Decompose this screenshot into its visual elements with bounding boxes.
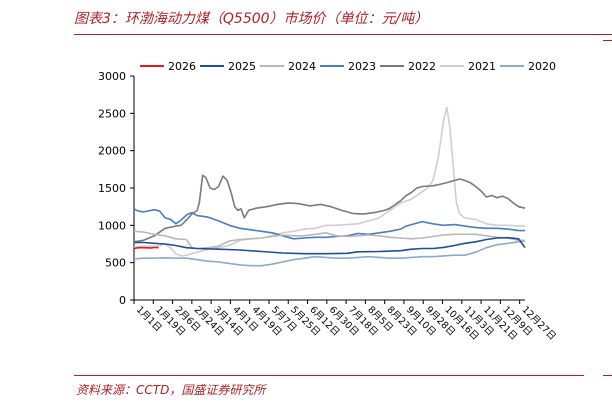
series-line-2020 — [133, 240, 526, 267]
y-tick-label: 1000 — [98, 219, 126, 232]
source-divider-tail — [603, 375, 612, 376]
series-line-2025 — [134, 236, 526, 255]
y-tick-label: 0 — [119, 294, 126, 307]
legend-label-2023: 2023 — [348, 60, 376, 73]
series-line-2021 — [133, 106, 525, 257]
chart-axes: 0500100015002000250030001月1日1月19日2月6日2月2… — [98, 70, 558, 343]
y-tick-label: 1500 — [98, 182, 126, 195]
title-divider-tail — [603, 40, 612, 41]
series-line-2026 — [133, 246, 159, 250]
title-divider — [74, 34, 612, 35]
source-divider — [74, 375, 584, 376]
chart-series — [133, 106, 526, 267]
y-tick-label: 2000 — [98, 145, 126, 158]
y-tick-label: 500 — [105, 257, 126, 270]
series-line-2024 — [133, 230, 525, 250]
legend-label-2020: 2020 — [528, 60, 556, 73]
series-line-2023 — [133, 208, 525, 240]
legend-label-2026: 2026 — [168, 60, 196, 73]
figure-title: 图表3：环渤海动力煤（Q5500）市场价（单位：元/吨） — [74, 11, 429, 27]
legend-label-2025: 2025 — [228, 60, 256, 73]
legend-label-2022: 2022 — [408, 60, 436, 73]
chart-legend: 2026 2025 2024 2023 2022 2021 2020 — [140, 60, 556, 73]
y-tick-label: 3000 — [98, 70, 126, 83]
y-tick-label: 2500 — [98, 107, 126, 120]
legend-label-2024: 2024 — [288, 60, 316, 73]
series-line-2022 — [133, 174, 526, 243]
legend-label-2021: 2021 — [468, 60, 496, 73]
figure-source: 资料来源：CCTD，国盛证券研究所 — [76, 383, 266, 397]
